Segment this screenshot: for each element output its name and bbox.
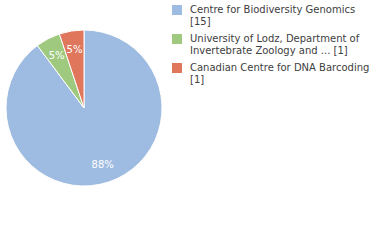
legend-label: Canadian Centre for DNA Barcoding [1]	[190, 62, 369, 85]
legend: Centre for Biodiversity Genomics [15] Uni…	[172, 4, 377, 91]
pie-chart: 88% 5%5%	[0, 0, 170, 240]
data-labels: 88% 5%5%	[49, 44, 114, 170]
slice	[59, 30, 84, 108]
legend-entry: University of Lodz, Department of Invert…	[172, 33, 377, 57]
legend-entry: Canadian Centre for DNA Barcoding [1]	[172, 62, 377, 86]
legend-label: Centre for Biodiversity Genomics [15]	[190, 4, 355, 27]
legend-label: University of Lodz, Department of Invert…	[190, 33, 359, 56]
legend-entry: Centre for Biodiversity Genomics [15]	[172, 4, 377, 28]
slice	[6, 30, 162, 186]
legend-swatch	[172, 63, 182, 73]
data-label: 88%	[92, 159, 114, 170]
slices	[6, 30, 162, 186]
legend-swatch	[172, 5, 182, 15]
data-label: 5%	[67, 44, 83, 55]
data-label: 5%	[49, 50, 65, 61]
legend-swatch	[172, 34, 182, 44]
